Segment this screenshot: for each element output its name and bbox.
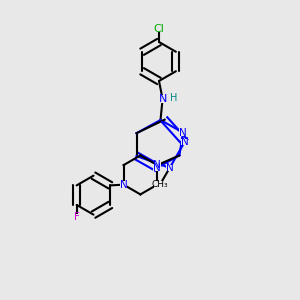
- Bar: [166, 165, 173, 171]
- Text: F: F: [74, 212, 80, 222]
- Text: Cl: Cl: [154, 23, 164, 34]
- Text: N: N: [153, 160, 161, 170]
- Bar: [73, 214, 80, 220]
- Bar: [154, 162, 161, 169]
- Bar: [179, 129, 187, 136]
- Bar: [155, 95, 170, 103]
- Bar: [154, 164, 161, 171]
- Text: N: N: [158, 94, 167, 104]
- Bar: [120, 181, 127, 188]
- Text: CH₃: CH₃: [152, 180, 168, 189]
- Bar: [181, 139, 188, 145]
- Bar: [152, 25, 166, 32]
- Bar: [154, 181, 166, 189]
- Text: N: N: [179, 128, 187, 138]
- Text: N: N: [153, 163, 161, 173]
- Text: N: N: [120, 180, 128, 190]
- Text: H: H: [170, 92, 178, 103]
- Text: N: N: [181, 137, 188, 147]
- Text: N: N: [166, 163, 173, 173]
